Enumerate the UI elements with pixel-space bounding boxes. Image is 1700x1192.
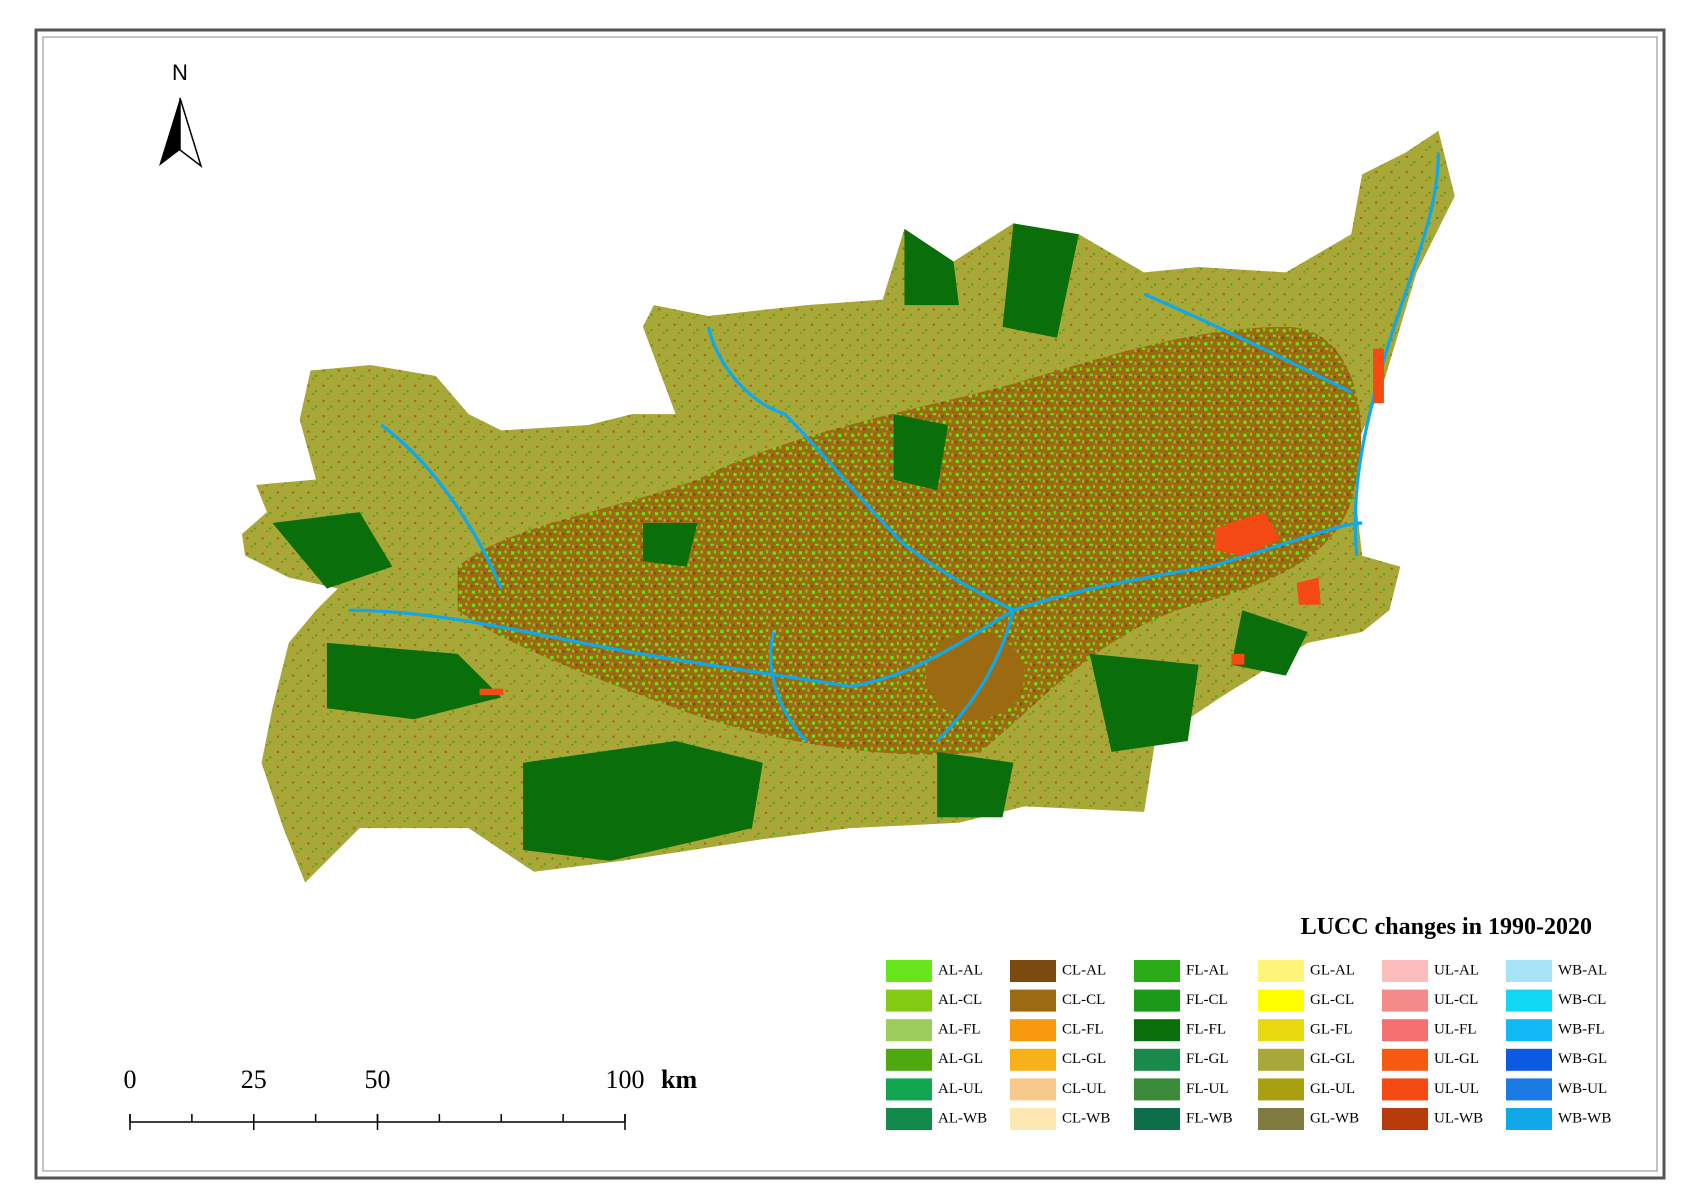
legend-label: UL-WB: [1434, 1110, 1483, 1126]
scale-bar-label: 0: [124, 1065, 137, 1094]
legend-swatch: [886, 1078, 932, 1101]
urban-patches: [479, 348, 1384, 696]
legend-swatch: [1134, 1019, 1180, 1042]
legend-swatch: [1010, 1078, 1056, 1101]
legend-title: LUCC changes in 1990-2020: [1301, 914, 1592, 940]
legend-swatch: [1258, 1048, 1304, 1071]
legend-swatch: [1506, 1048, 1552, 1071]
cropland-zone: [457, 326, 1362, 755]
legend-label: WB-UL: [1558, 1081, 1607, 1097]
legend-label: AL-CL: [938, 992, 982, 1008]
scale-bar-label: 25: [241, 1065, 267, 1094]
legend-swatch: [1382, 1108, 1428, 1130]
legend-swatch: [1506, 960, 1552, 982]
legend-label: UL-GL: [1434, 1051, 1479, 1067]
legend-label: GL-UL: [1310, 1081, 1355, 1097]
legend-swatch: [1134, 1048, 1180, 1071]
legend-swatch: [1010, 960, 1056, 982]
north-label: N: [172, 60, 188, 85]
inner-frame: [42, 36, 1658, 1172]
legend-label: WB-FL: [1558, 1022, 1605, 1038]
legend-swatch: [1506, 1108, 1552, 1130]
scale-bar-label: 100: [606, 1065, 645, 1094]
north-arrow: N: [159, 60, 203, 169]
legend-label: AL-GL: [938, 1051, 983, 1067]
legend-label: CL-CL: [1062, 992, 1105, 1008]
legend-swatch: [1506, 1019, 1552, 1042]
legend-swatch: [1010, 1108, 1056, 1130]
legend-swatch: [1010, 1048, 1056, 1071]
legend-label: FL-UL: [1186, 1081, 1229, 1097]
legend-label: FL-FL: [1186, 1022, 1226, 1038]
legend-label: CL-WB: [1062, 1110, 1110, 1126]
legend-label: AL-WB: [938, 1110, 987, 1126]
legend-swatch: [1258, 960, 1304, 982]
legend-label: UL-FL: [1434, 1022, 1477, 1038]
legend-label: GL-WB: [1310, 1110, 1359, 1126]
legend-swatch: [1134, 1078, 1180, 1101]
legend-label: CL-GL: [1062, 1051, 1106, 1067]
legend-label: UL-UL: [1434, 1081, 1479, 1097]
legend-label: AL-FL: [938, 1022, 981, 1038]
legend-label: FL-WB: [1186, 1110, 1233, 1126]
legend-swatch: [1258, 1078, 1304, 1101]
legend-swatch: [1258, 1108, 1304, 1130]
scale-bar: 0 25 50 100 km: [124, 1065, 697, 1130]
legend-swatch: [886, 1048, 932, 1071]
legend-label: GL-CL: [1310, 992, 1354, 1008]
legend-label: UL-AL: [1434, 962, 1479, 978]
scale-bar-label: 50: [365, 1065, 391, 1094]
legend-label: WB-CL: [1558, 992, 1606, 1008]
legend-swatch: [1506, 989, 1552, 1012]
legend: LUCC changes in 1990-2020 AL-AL AL-CL AL-F…: [886, 914, 1611, 1130]
legend-label: FL-CL: [1186, 992, 1228, 1008]
legend-label: FL-AL: [1186, 962, 1229, 978]
legend-label: UL-CL: [1434, 992, 1478, 1008]
legend-label: GL-FL: [1310, 1022, 1353, 1038]
legend-swatch: [1258, 1019, 1304, 1042]
legend-swatch: [886, 960, 932, 982]
legend-swatch: [1134, 1108, 1180, 1130]
legend-swatch: [1134, 989, 1180, 1012]
legend-swatch: [1382, 1078, 1428, 1101]
legend-swatch: [1382, 989, 1428, 1012]
legend-label: AL-AL: [938, 962, 983, 978]
cropland-core: [926, 632, 1025, 720]
rivers: [348, 152, 1441, 743]
map-area: [241, 130, 1455, 883]
legend-label: WB-WB: [1558, 1110, 1611, 1126]
legend-label: CL-FL: [1062, 1022, 1104, 1038]
legend-label: GL-GL: [1310, 1051, 1355, 1067]
legend-label: GL-AL: [1310, 962, 1355, 978]
legend-swatch: [886, 1019, 932, 1042]
forest-patches: [272, 223, 1308, 861]
legend-swatch: [1134, 960, 1180, 982]
legend-label: CL-AL: [1062, 962, 1106, 978]
legend-label: WB-AL: [1558, 962, 1607, 978]
legend-swatch: [1010, 989, 1056, 1012]
legend-swatch: [1382, 1019, 1428, 1042]
legend-label: WB-GL: [1558, 1051, 1607, 1067]
legend-swatch: [886, 1108, 932, 1130]
legend-swatch: [886, 989, 932, 1012]
legend-label: FL-GL: [1186, 1051, 1229, 1067]
arrow-left: [159, 98, 180, 166]
legend-swatch: [1382, 960, 1428, 982]
scale-bar-unit: km: [661, 1065, 697, 1094]
legend-swatch: [1258, 989, 1304, 1012]
legend-swatch: [1506, 1078, 1552, 1101]
legend-label: AL-UL: [938, 1081, 983, 1097]
legend-label: CL-UL: [1062, 1081, 1106, 1097]
outer-frame: [34, 28, 1666, 1180]
arrow-right: [179, 97, 203, 169]
legend-swatch: [1382, 1048, 1428, 1071]
legend-swatch: [1010, 1019, 1056, 1042]
